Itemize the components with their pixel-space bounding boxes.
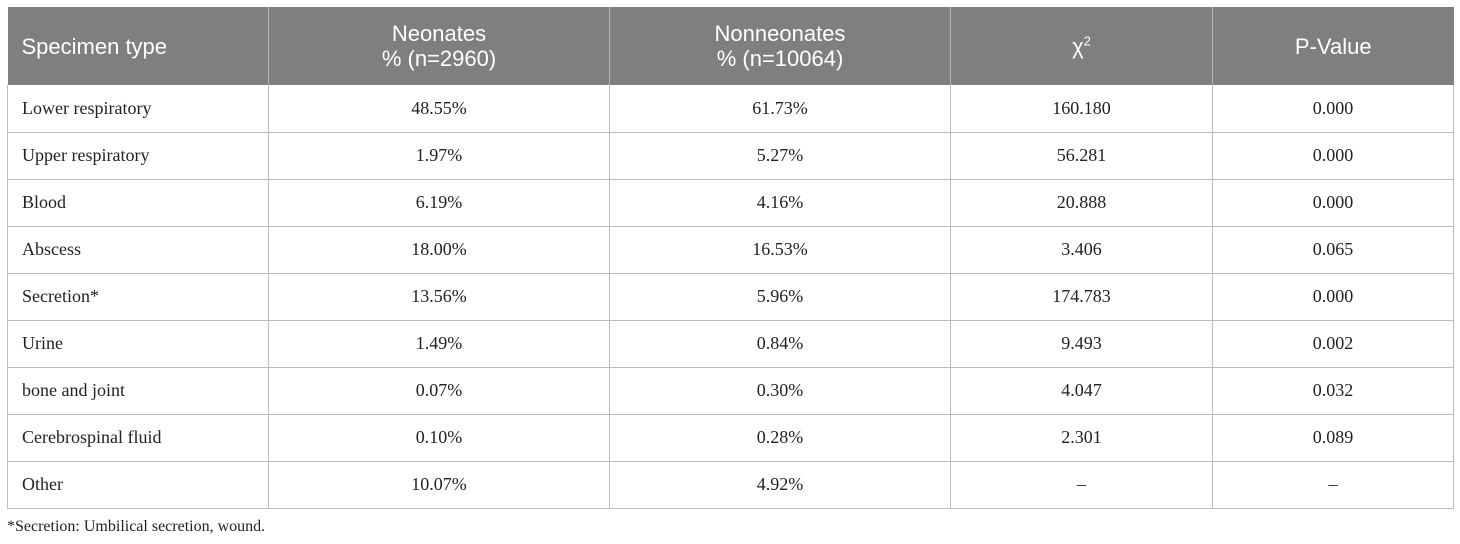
- header-row: Specimen type Neonates % (n=2960) Nonneo…: [7, 7, 1454, 85]
- table-row: Other 10.07% 4.92% – –: [7, 461, 1454, 509]
- header-neonates: Neonates % (n=2960): [268, 7, 610, 85]
- cell-nonneonates: 0.28%: [609, 414, 951, 462]
- cell-p-value: 0.089: [1212, 414, 1454, 462]
- cell-chi-square: 20.888: [950, 179, 1213, 227]
- cell-nonneonates: 4.16%: [609, 179, 951, 227]
- cell-specimen: Urine: [7, 320, 269, 368]
- cell-p-value: 0.002: [1212, 320, 1454, 368]
- cell-nonneonates: 0.30%: [609, 367, 951, 415]
- cell-p-value: 0.000: [1212, 85, 1454, 133]
- cell-nonneonates: 16.53%: [609, 226, 951, 274]
- cell-chi-square: 4.047: [950, 367, 1213, 415]
- table-row: bone and joint 0.07% 0.30% 4.047 0.032: [7, 367, 1454, 415]
- cell-chi-square: 3.406: [950, 226, 1213, 274]
- cell-nonneonates: 4.92%: [609, 461, 951, 509]
- cell-chi-square: 9.493: [950, 320, 1213, 368]
- table-row: Upper respiratory 1.97% 5.27% 56.281 0.0…: [7, 132, 1454, 180]
- cell-p-value: 0.000: [1212, 179, 1454, 227]
- cell-p-value: 0.065: [1212, 226, 1454, 274]
- cell-neonates: 6.19%: [268, 179, 610, 227]
- cell-specimen: Upper respiratory: [7, 132, 269, 180]
- specimen-table: Specimen type Neonates % (n=2960) Nonneo…: [7, 7, 1454, 509]
- header-nonneonates: Nonneonates % (n=10064): [609, 7, 951, 85]
- cell-neonates: 10.07%: [268, 461, 610, 509]
- table-row: Lower respiratory 48.55% 61.73% 160.180 …: [7, 85, 1454, 133]
- cell-p-value: 0.000: [1212, 132, 1454, 180]
- cell-chi-square: 56.281: [950, 132, 1213, 180]
- cell-chi-square: 174.783: [950, 273, 1213, 321]
- table-container: Specimen type Neonates % (n=2960) Nonneo…: [7, 7, 1454, 509]
- cell-p-value: –: [1212, 461, 1454, 509]
- table-row: Abscess 18.00% 16.53% 3.406 0.065: [7, 226, 1454, 274]
- cell-neonates: 1.97%: [268, 132, 610, 180]
- table-row: Blood 6.19% 4.16% 20.888 0.000: [7, 179, 1454, 227]
- cell-chi-square: –: [950, 461, 1213, 509]
- table-row: Cerebrospinal fluid 0.10% 0.28% 2.301 0.…: [7, 414, 1454, 462]
- header-p-value: P-Value: [1212, 7, 1454, 85]
- cell-chi-square: 2.301: [950, 414, 1213, 462]
- cell-specimen: Lower respiratory: [7, 85, 269, 133]
- cell-neonates: 48.55%: [268, 85, 610, 133]
- cell-neonates: 13.56%: [268, 273, 610, 321]
- cell-nonneonates: 5.27%: [609, 132, 951, 180]
- cell-p-value: 0.032: [1212, 367, 1454, 415]
- cell-nonneonates: 61.73%: [609, 85, 951, 133]
- header-chi-square: χ2: [950, 7, 1213, 85]
- table-row: Urine 1.49% 0.84% 9.493 0.002: [7, 320, 1454, 368]
- cell-nonneonates: 5.96%: [609, 273, 951, 321]
- cell-chi-square: 160.180: [950, 85, 1213, 133]
- header-specimen-type: Specimen type: [7, 7, 269, 85]
- cell-neonates: 0.07%: [268, 367, 610, 415]
- cell-specimen: Blood: [7, 179, 269, 227]
- cell-specimen: Cerebrospinal fluid: [7, 414, 269, 462]
- cell-specimen: Other: [7, 461, 269, 509]
- cell-nonneonates: 0.84%: [609, 320, 951, 368]
- cell-specimen: bone and joint: [7, 367, 269, 415]
- table-footnote: *Secretion: Umbilical secretion, wound.: [7, 518, 266, 535]
- cell-p-value: 0.000: [1212, 273, 1454, 321]
- cell-specimen: Abscess: [7, 226, 269, 274]
- cell-neonates: 0.10%: [268, 414, 610, 462]
- cell-neonates: 1.49%: [268, 320, 610, 368]
- cell-specimen: Secretion*: [7, 273, 269, 321]
- table-row: Secretion* 13.56% 5.96% 174.783 0.000: [7, 273, 1454, 321]
- cell-neonates: 18.00%: [268, 226, 610, 274]
